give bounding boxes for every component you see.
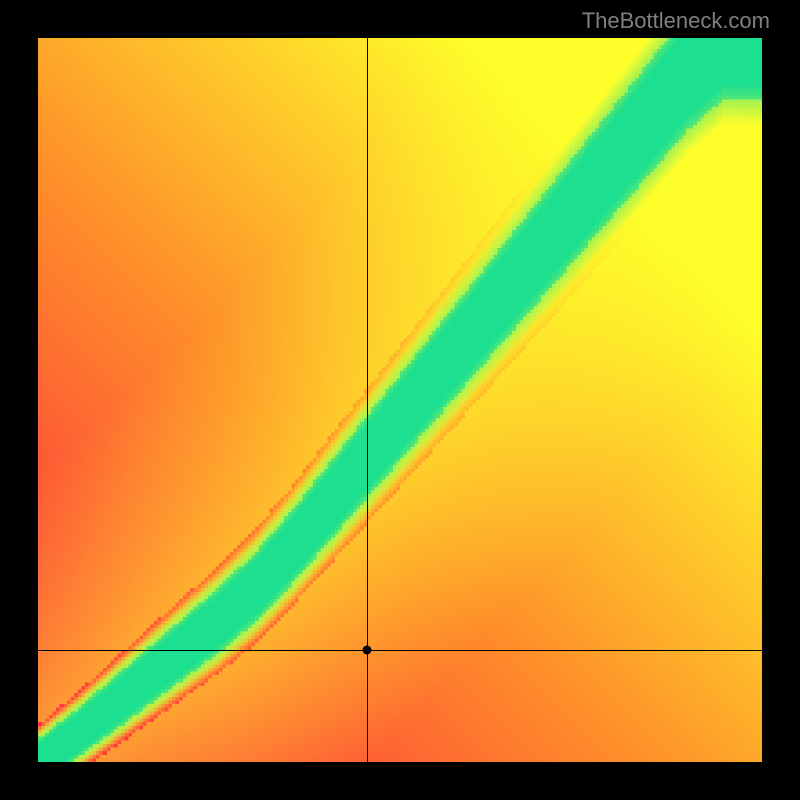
watermark-text: TheBottleneck.com xyxy=(582,8,770,34)
crosshair-horizontal-line xyxy=(38,650,762,651)
heatmap-canvas xyxy=(38,38,762,762)
crosshair-marker-dot xyxy=(363,645,372,654)
heatmap-plot-area xyxy=(38,38,762,762)
